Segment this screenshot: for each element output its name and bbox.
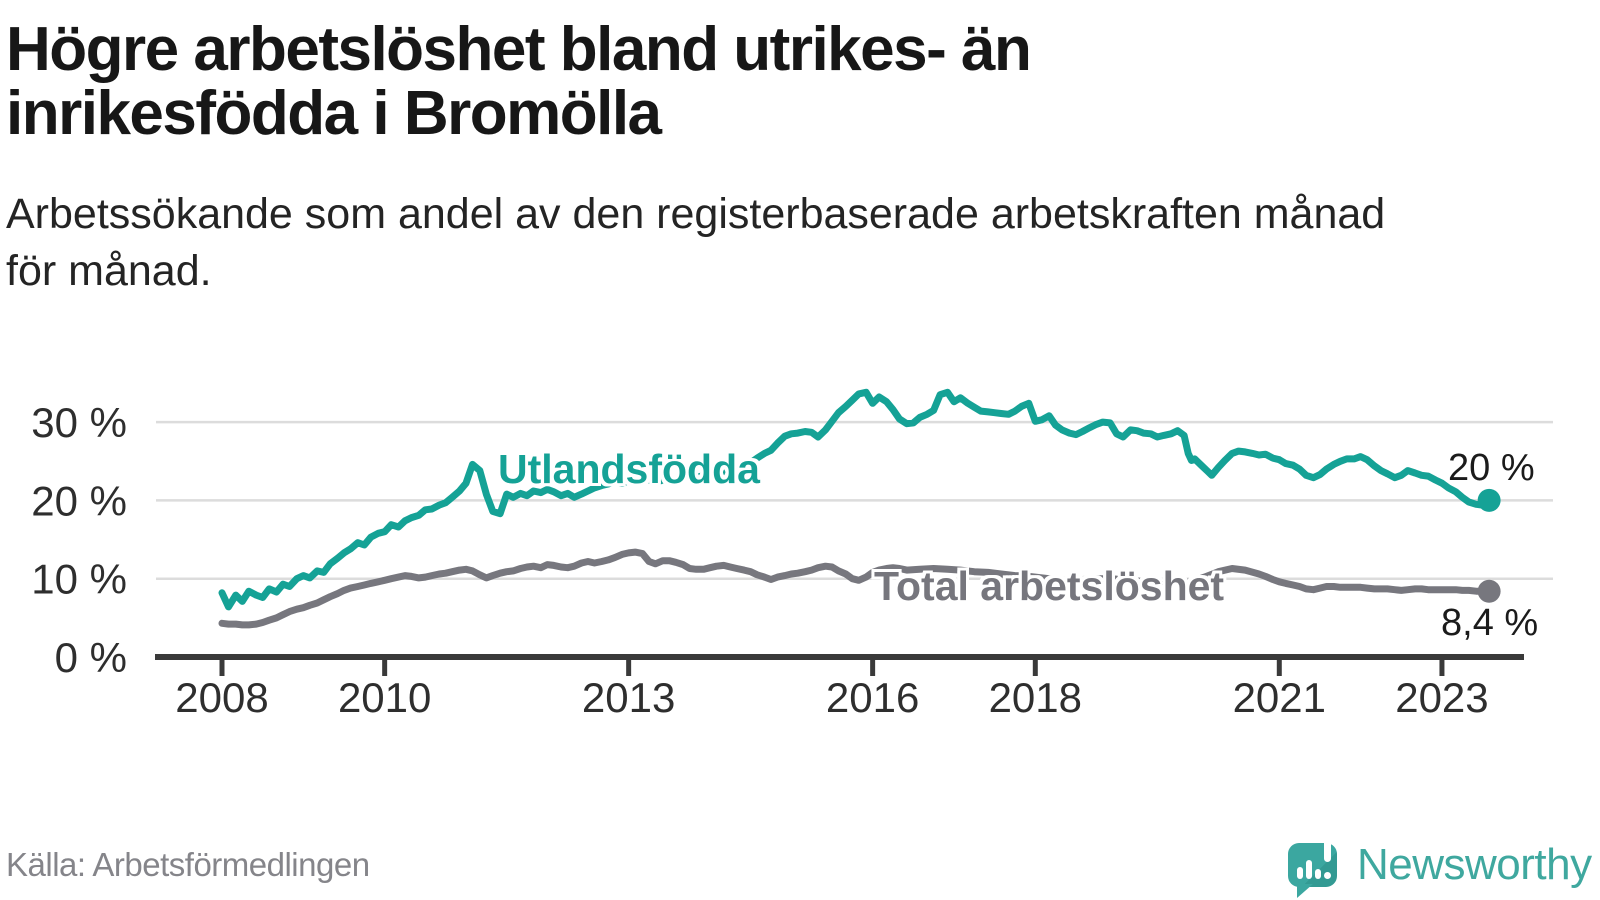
x-axis-label: 2023	[1395, 674, 1488, 721]
series-label-utlandsfodda: Utlandsfödda	[498, 446, 760, 492]
y-axis-label: 10 %	[31, 556, 127, 603]
series-end-dot	[1477, 579, 1501, 603]
y-axis-label: 20 %	[31, 477, 127, 524]
page-title: Högre arbetslöshet bland utrikes- än inr…	[6, 18, 1456, 146]
newsworthy-logo-icon	[1288, 838, 1337, 898]
title-line-2: inrikesfödda i Bromölla	[6, 79, 662, 148]
bar-chart-icon	[1315, 869, 1321, 879]
x-axis-label: 2018	[989, 674, 1082, 721]
bar-chart-icon	[1306, 860, 1312, 879]
brand-name: Newsworthy	[1357, 840, 1592, 889]
series-end-dot	[1477, 488, 1501, 512]
exclamation-dot-icon	[1324, 872, 1331, 879]
x-axis-label: 2021	[1233, 674, 1326, 721]
series-line-total-arbetsl-shet	[218, 548, 1493, 629]
x-axis-label: 2013	[582, 674, 675, 721]
chart-subtitle: Arbetssökande som andel av den registerb…	[6, 186, 1566, 300]
subtitle-line-2: för månad.	[6, 247, 212, 295]
title-line-1: Högre arbetslöshet bland utrikes- än	[6, 15, 1032, 84]
y-axis-label: 30 %	[31, 399, 127, 446]
x-axis-label: 2008	[175, 674, 268, 721]
subtitle-line-1: Arbetssökande som andel av den registerb…	[6, 190, 1386, 238]
series-label-total-arbetsloshet: Total arbetslöshet	[874, 563, 1225, 609]
source-note: Källa: Arbetsförmedlingen	[6, 846, 370, 883]
end-value-label-utlandsfodda: 20 %	[1448, 447, 1535, 489]
x-axis-label: 2010	[338, 674, 431, 721]
end-value-label-total: 8,4 %	[1441, 602, 1539, 644]
bar-chart-icon	[1297, 867, 1303, 879]
newsworthy-logo: Newsworthy	[1288, 836, 1592, 898]
series-line-utlandsf-dda	[218, 388, 1493, 611]
x-axis-label: 2016	[826, 674, 919, 721]
line-chart: 0 % 10 % 20 % 30 % 2008 2010 2013 2016 2018 2021 2…	[31, 388, 1553, 721]
y-axis-label: 0 %	[55, 634, 127, 681]
exclamation-icon	[1324, 838, 1331, 862]
